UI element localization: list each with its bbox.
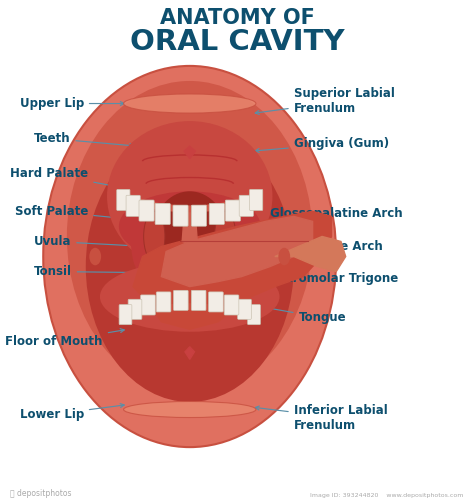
FancyBboxPatch shape [249, 190, 263, 210]
FancyBboxPatch shape [156, 292, 171, 312]
Polygon shape [133, 211, 331, 329]
FancyBboxPatch shape [209, 203, 224, 224]
FancyBboxPatch shape [119, 305, 132, 324]
Polygon shape [182, 209, 197, 244]
FancyBboxPatch shape [155, 203, 170, 224]
Ellipse shape [119, 191, 261, 262]
Text: Uvula: Uvula [34, 235, 162, 249]
FancyBboxPatch shape [139, 200, 154, 221]
Text: Inferior Labial
Frenulum: Inferior Labial Frenulum [255, 404, 387, 432]
Ellipse shape [124, 94, 256, 113]
Text: ANATOMY OF: ANATOMY OF [160, 8, 314, 28]
Ellipse shape [43, 66, 336, 447]
Ellipse shape [124, 401, 256, 417]
Text: Tongue: Tongue [264, 306, 346, 324]
FancyBboxPatch shape [173, 205, 188, 226]
FancyBboxPatch shape [117, 190, 130, 210]
Text: Palatine Arch: Palatine Arch [255, 240, 383, 253]
FancyBboxPatch shape [239, 195, 254, 216]
Polygon shape [184, 146, 195, 159]
Text: Floor of Mouth: Floor of Mouth [5, 328, 124, 348]
Ellipse shape [107, 121, 273, 272]
Text: Retromolar Trigone: Retromolar Trigone [255, 272, 398, 285]
FancyBboxPatch shape [128, 299, 142, 319]
Text: Hard Palate: Hard Palate [10, 167, 124, 189]
Polygon shape [161, 216, 313, 287]
Text: Glossopalatine Arch: Glossopalatine Arch [255, 207, 403, 223]
Ellipse shape [215, 211, 236, 262]
Text: Image ID: 393244820    www.depositphotos.com: Image ID: 393244820 www.depositphotos.co… [310, 493, 464, 498]
Text: Gingiva (Gum): Gingiva (Gum) [255, 137, 389, 152]
FancyBboxPatch shape [224, 295, 239, 315]
FancyBboxPatch shape [141, 295, 155, 315]
FancyBboxPatch shape [209, 292, 223, 312]
Ellipse shape [144, 211, 165, 262]
Ellipse shape [131, 201, 150, 272]
Text: Tonsil: Tonsil [34, 265, 138, 278]
Ellipse shape [100, 262, 280, 332]
FancyBboxPatch shape [126, 195, 140, 216]
Ellipse shape [86, 131, 294, 402]
FancyBboxPatch shape [247, 305, 260, 324]
Text: Superior Labial
Frenulum: Superior Labial Frenulum [255, 87, 394, 115]
Ellipse shape [89, 248, 101, 265]
FancyBboxPatch shape [237, 299, 251, 319]
Ellipse shape [67, 81, 313, 392]
Text: ⓓ depositphotos: ⓓ depositphotos [10, 489, 72, 498]
Text: ORAL CAVITY: ORAL CAVITY [130, 28, 344, 56]
FancyBboxPatch shape [191, 290, 206, 310]
Ellipse shape [230, 201, 249, 272]
Ellipse shape [278, 248, 290, 265]
Text: Soft Palate: Soft Palate [15, 205, 124, 220]
FancyBboxPatch shape [173, 290, 188, 310]
FancyBboxPatch shape [225, 200, 240, 221]
Text: Upper Lip: Upper Lip [19, 97, 124, 110]
Text: Lower Lip: Lower Lip [19, 403, 124, 421]
Text: Teeth: Teeth [34, 132, 134, 147]
Polygon shape [185, 347, 194, 359]
Ellipse shape [152, 191, 228, 282]
FancyBboxPatch shape [191, 205, 207, 226]
Polygon shape [275, 236, 346, 272]
